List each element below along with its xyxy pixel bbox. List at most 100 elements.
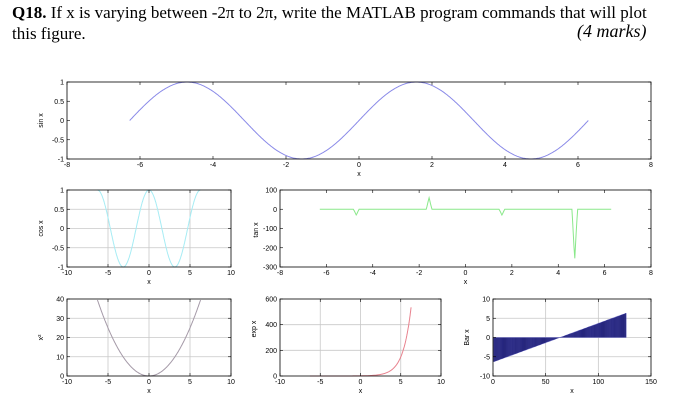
bar xyxy=(601,321,604,338)
y-tick-label: -200 xyxy=(263,245,277,252)
y-tick-label: 100 xyxy=(265,188,277,195)
bar xyxy=(530,337,532,349)
bar xyxy=(615,316,617,338)
bar xyxy=(521,337,524,352)
bar xyxy=(495,337,497,362)
question-line-1: If x is varying between -2π to 2π, write… xyxy=(46,3,647,22)
bar xyxy=(582,328,585,338)
bar xyxy=(496,337,498,361)
y-tick-label: 400 xyxy=(265,322,277,329)
bar xyxy=(596,323,598,338)
y-tick-label: 0 xyxy=(486,335,490,342)
bar xyxy=(588,326,590,338)
bar xyxy=(593,324,595,338)
bar xyxy=(608,319,610,338)
y-tick-label: 1 xyxy=(60,80,64,87)
bar xyxy=(622,313,625,338)
y-tick-label: -300 xyxy=(263,265,277,272)
bar xyxy=(567,334,569,338)
y-tick-label: 30 xyxy=(56,316,64,323)
bar xyxy=(589,326,591,338)
bar xyxy=(528,337,530,350)
bar xyxy=(572,332,574,338)
y-tick-label: 0 xyxy=(60,226,64,233)
bar xyxy=(573,332,575,338)
bar xyxy=(609,318,611,338)
bar xyxy=(502,337,505,359)
bar xyxy=(524,337,527,351)
bar xyxy=(599,322,602,338)
bar xyxy=(498,337,500,360)
x-tick-label: 8 xyxy=(649,270,653,277)
bar xyxy=(503,337,506,358)
x-tick-label: -6 xyxy=(323,270,329,277)
question-text: Q18. If x is varying between -2π to 2π, … xyxy=(12,2,696,44)
x-tick-label: 2 xyxy=(430,162,434,169)
bar xyxy=(554,337,556,340)
subplot-cos: -10 -5 0 5 10 -1 -0.5 0 0.5 1 x cos x xyxy=(38,188,235,287)
y-tick-label: -5 xyxy=(484,354,490,361)
bar xyxy=(621,314,624,338)
x-tick-label: -2 xyxy=(283,162,289,169)
bar xyxy=(533,337,535,348)
bar xyxy=(590,325,592,338)
bar xyxy=(611,318,613,338)
x-tick-label: -10 xyxy=(275,379,285,386)
bar xyxy=(585,327,587,338)
y-tick-label: 0 xyxy=(60,118,64,125)
x-tick-label: 2 xyxy=(510,270,514,277)
x-tick-label: 100 xyxy=(592,379,604,386)
bar xyxy=(619,315,622,338)
x-tick-label: 8 xyxy=(649,162,653,169)
bar xyxy=(534,337,536,347)
y-tick-label: 40 xyxy=(56,297,64,304)
bar xyxy=(598,322,601,338)
x-tick-label: 10 xyxy=(227,270,235,277)
x-tick-label: 0 xyxy=(464,270,468,277)
y-tick-label: 0 xyxy=(273,374,277,381)
x-tick-label: -6 xyxy=(137,162,143,169)
bar xyxy=(580,329,583,338)
x-tick-label: -5 xyxy=(105,270,111,277)
subplot-sin: -8 -6 -4 -2 0 2 4 6 8 -1 -0.5 0 0.5 1 x sin x xyxy=(38,80,653,179)
y-tick-label: -0.5 xyxy=(52,245,64,252)
bar xyxy=(507,337,509,357)
bar xyxy=(587,327,589,338)
bar xyxy=(543,337,546,344)
x-tick-label: 150 xyxy=(645,379,657,386)
x-tick-label: -4 xyxy=(370,270,376,277)
y-tick-label: 0 xyxy=(273,207,277,214)
bar xyxy=(577,330,579,338)
bar xyxy=(625,313,627,338)
question-number: Q18. xyxy=(12,3,47,22)
bar xyxy=(532,337,534,348)
bar xyxy=(546,337,548,343)
bar xyxy=(513,337,515,355)
bar xyxy=(557,337,559,339)
subplot-bar: 0 50 100 150 -10 -5 0 5 10 x Bar x xyxy=(464,297,657,396)
x-tick-label: -10 xyxy=(62,379,72,386)
bar xyxy=(516,337,518,354)
x-tick-label: 6 xyxy=(576,162,580,169)
bar xyxy=(549,337,551,342)
x-tick-label: 10 xyxy=(227,379,235,386)
x-tick-label: 6 xyxy=(603,270,607,277)
bar xyxy=(499,337,502,360)
bar xyxy=(520,337,523,352)
bar xyxy=(517,337,519,353)
bar xyxy=(555,337,557,340)
y-tick-label: 0 xyxy=(60,374,64,381)
bar xyxy=(623,313,626,338)
bar xyxy=(602,321,605,338)
bar xyxy=(600,322,603,338)
bar xyxy=(578,330,581,338)
bar xyxy=(539,337,542,345)
y-tick-label: 20 xyxy=(56,335,64,342)
y-axis-label: tan x xyxy=(253,222,260,238)
bar xyxy=(579,329,582,338)
y-tick-label: 0.5 xyxy=(54,207,64,214)
bar xyxy=(522,337,525,352)
bar xyxy=(544,337,547,343)
bar xyxy=(565,335,567,338)
